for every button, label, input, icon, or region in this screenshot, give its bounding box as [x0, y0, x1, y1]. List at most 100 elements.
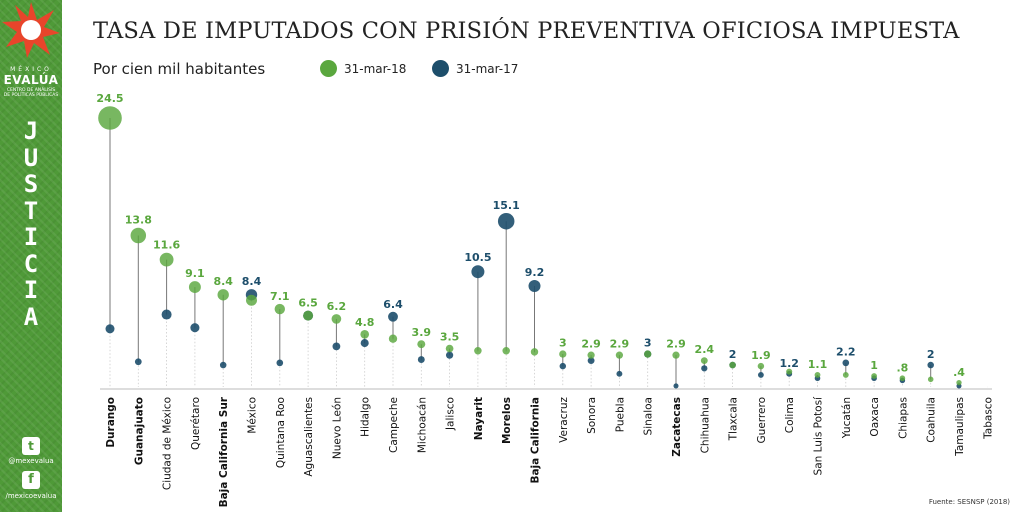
dot-2017	[161, 309, 172, 320]
category-label: Sinaloa	[643, 397, 655, 435]
dot-2017	[105, 324, 115, 334]
dot-2017	[276, 359, 284, 367]
dot-2017	[528, 279, 541, 292]
value-label: 9.2	[525, 266, 545, 279]
dot-2017	[616, 370, 623, 377]
value-label: 13.8	[125, 214, 152, 227]
category-label: Durango	[105, 397, 117, 448]
value-label: 11.6	[153, 239, 180, 252]
value-label: 10.5	[464, 251, 491, 264]
dot-2018	[98, 106, 122, 130]
category-label: Quintana Roo	[275, 397, 287, 468]
dot-2018	[130, 227, 147, 244]
category-label: Sonora	[586, 397, 598, 434]
value-label: .4	[953, 366, 965, 379]
value-label: 2.9	[666, 338, 686, 351]
value-label: 3	[559, 336, 567, 349]
value-label: 24.5	[96, 92, 123, 105]
logo-evalua: EVALÚA	[3, 73, 59, 87]
dot-2018	[814, 372, 821, 378]
category-label: Aguascalientes	[303, 397, 315, 477]
value-label: .8	[896, 361, 908, 374]
dot-2018	[899, 375, 906, 382]
section-letter: S	[23, 170, 39, 198]
legend-label-2017: 31-mar-17	[456, 62, 519, 76]
dot-2018	[360, 329, 370, 339]
dot-2018	[559, 350, 567, 358]
dot-2017	[388, 311, 398, 322]
dot-2017	[842, 359, 850, 367]
logo-mexico: MÉXICO	[10, 66, 52, 73]
value-label: 2.9	[581, 338, 601, 351]
value-label: 7.1	[270, 290, 290, 303]
dot-2018	[388, 334, 398, 343]
section-letter: I	[23, 276, 39, 304]
dot-2018	[672, 351, 680, 359]
dot-2017	[673, 383, 679, 389]
dot-2018	[700, 357, 708, 365]
category-label: Nayarit	[473, 397, 485, 440]
category-label: Yucatán	[841, 397, 853, 439]
category-label: Chihuahua	[699, 397, 711, 453]
value-label: 2.2	[836, 346, 856, 359]
category-label: Jalisco	[445, 397, 457, 431]
twitter-icon[interactable]: t	[22, 437, 40, 455]
value-label: 6.5	[298, 297, 318, 310]
section-letter: C	[23, 249, 39, 278]
facebook-icon[interactable]: f	[22, 471, 40, 489]
dot-2017	[417, 356, 425, 364]
legend-label-2018: 31-mar-18	[344, 62, 407, 76]
dot-2017	[927, 361, 934, 369]
category-label: Chiapas	[897, 397, 909, 439]
value-label: 8.4	[242, 275, 262, 288]
twitter-handle[interactable]: @mexevalua	[8, 457, 54, 465]
category-label: San Luis Potosí	[813, 396, 825, 476]
legend-dot-2017	[432, 60, 449, 77]
category-label: Campeche	[388, 397, 400, 453]
section-letter: T	[23, 196, 39, 225]
value-label: 1.1	[808, 358, 828, 371]
dot-2018	[587, 351, 595, 359]
value-label: 6.4	[383, 298, 403, 311]
category-label: Coahuila	[926, 397, 938, 443]
dot-2018	[786, 368, 793, 375]
category-label: Veracruz	[558, 397, 570, 443]
value-label: 8.4	[213, 275, 233, 288]
dot-2017	[587, 357, 595, 365]
chart-subtitle: Por cien mil habitantes	[93, 60, 266, 78]
value-label: 2	[927, 348, 935, 361]
category-label: Baja California	[530, 397, 542, 484]
dot-2017	[497, 212, 515, 230]
facebook-handle[interactable]: /mexicoevalua	[5, 492, 57, 500]
category-label: Colima	[784, 397, 796, 433]
category-label: Tlaxcala	[728, 397, 740, 441]
value-label: 1.2	[779, 357, 799, 370]
dot-2018	[417, 340, 426, 349]
dot-2017	[360, 339, 369, 348]
dot-2018	[644, 350, 652, 358]
category-label: Morelos	[501, 397, 513, 444]
dot-2018	[871, 373, 877, 379]
logo-subtitle: CENTRO DE ANÁLISIS DE POLÍTICAS PÚBLICAS	[3, 88, 59, 98]
value-label: 2.9	[610, 338, 630, 351]
sidebar: MÉXICO EVALÚA CENTRO DE ANÁLISIS DE POLÍ…	[0, 0, 62, 512]
section-letter: A	[23, 302, 39, 331]
value-label: 6.2	[327, 300, 347, 313]
dot-2018	[842, 372, 849, 378]
value-label: 2	[729, 348, 737, 361]
section-letter: U	[23, 143, 39, 172]
category-label: Baja California Sur	[218, 396, 230, 507]
category-label: Michoacán	[416, 397, 428, 453]
value-label: 2.4	[695, 343, 715, 356]
dot-2018	[445, 344, 454, 353]
value-label: 9.1	[185, 267, 205, 280]
category-label: Zacatecas	[671, 397, 683, 457]
dot-2018	[274, 303, 285, 315]
category-label: Guerrero	[756, 397, 768, 443]
dot-2018	[331, 314, 342, 324]
category-label: Guanajuato	[133, 397, 145, 465]
dot-2017	[559, 362, 567, 370]
category-label: Nuevo León	[331, 397, 343, 459]
source-note: Fuente: SESNSP (2018)	[928, 498, 1010, 506]
